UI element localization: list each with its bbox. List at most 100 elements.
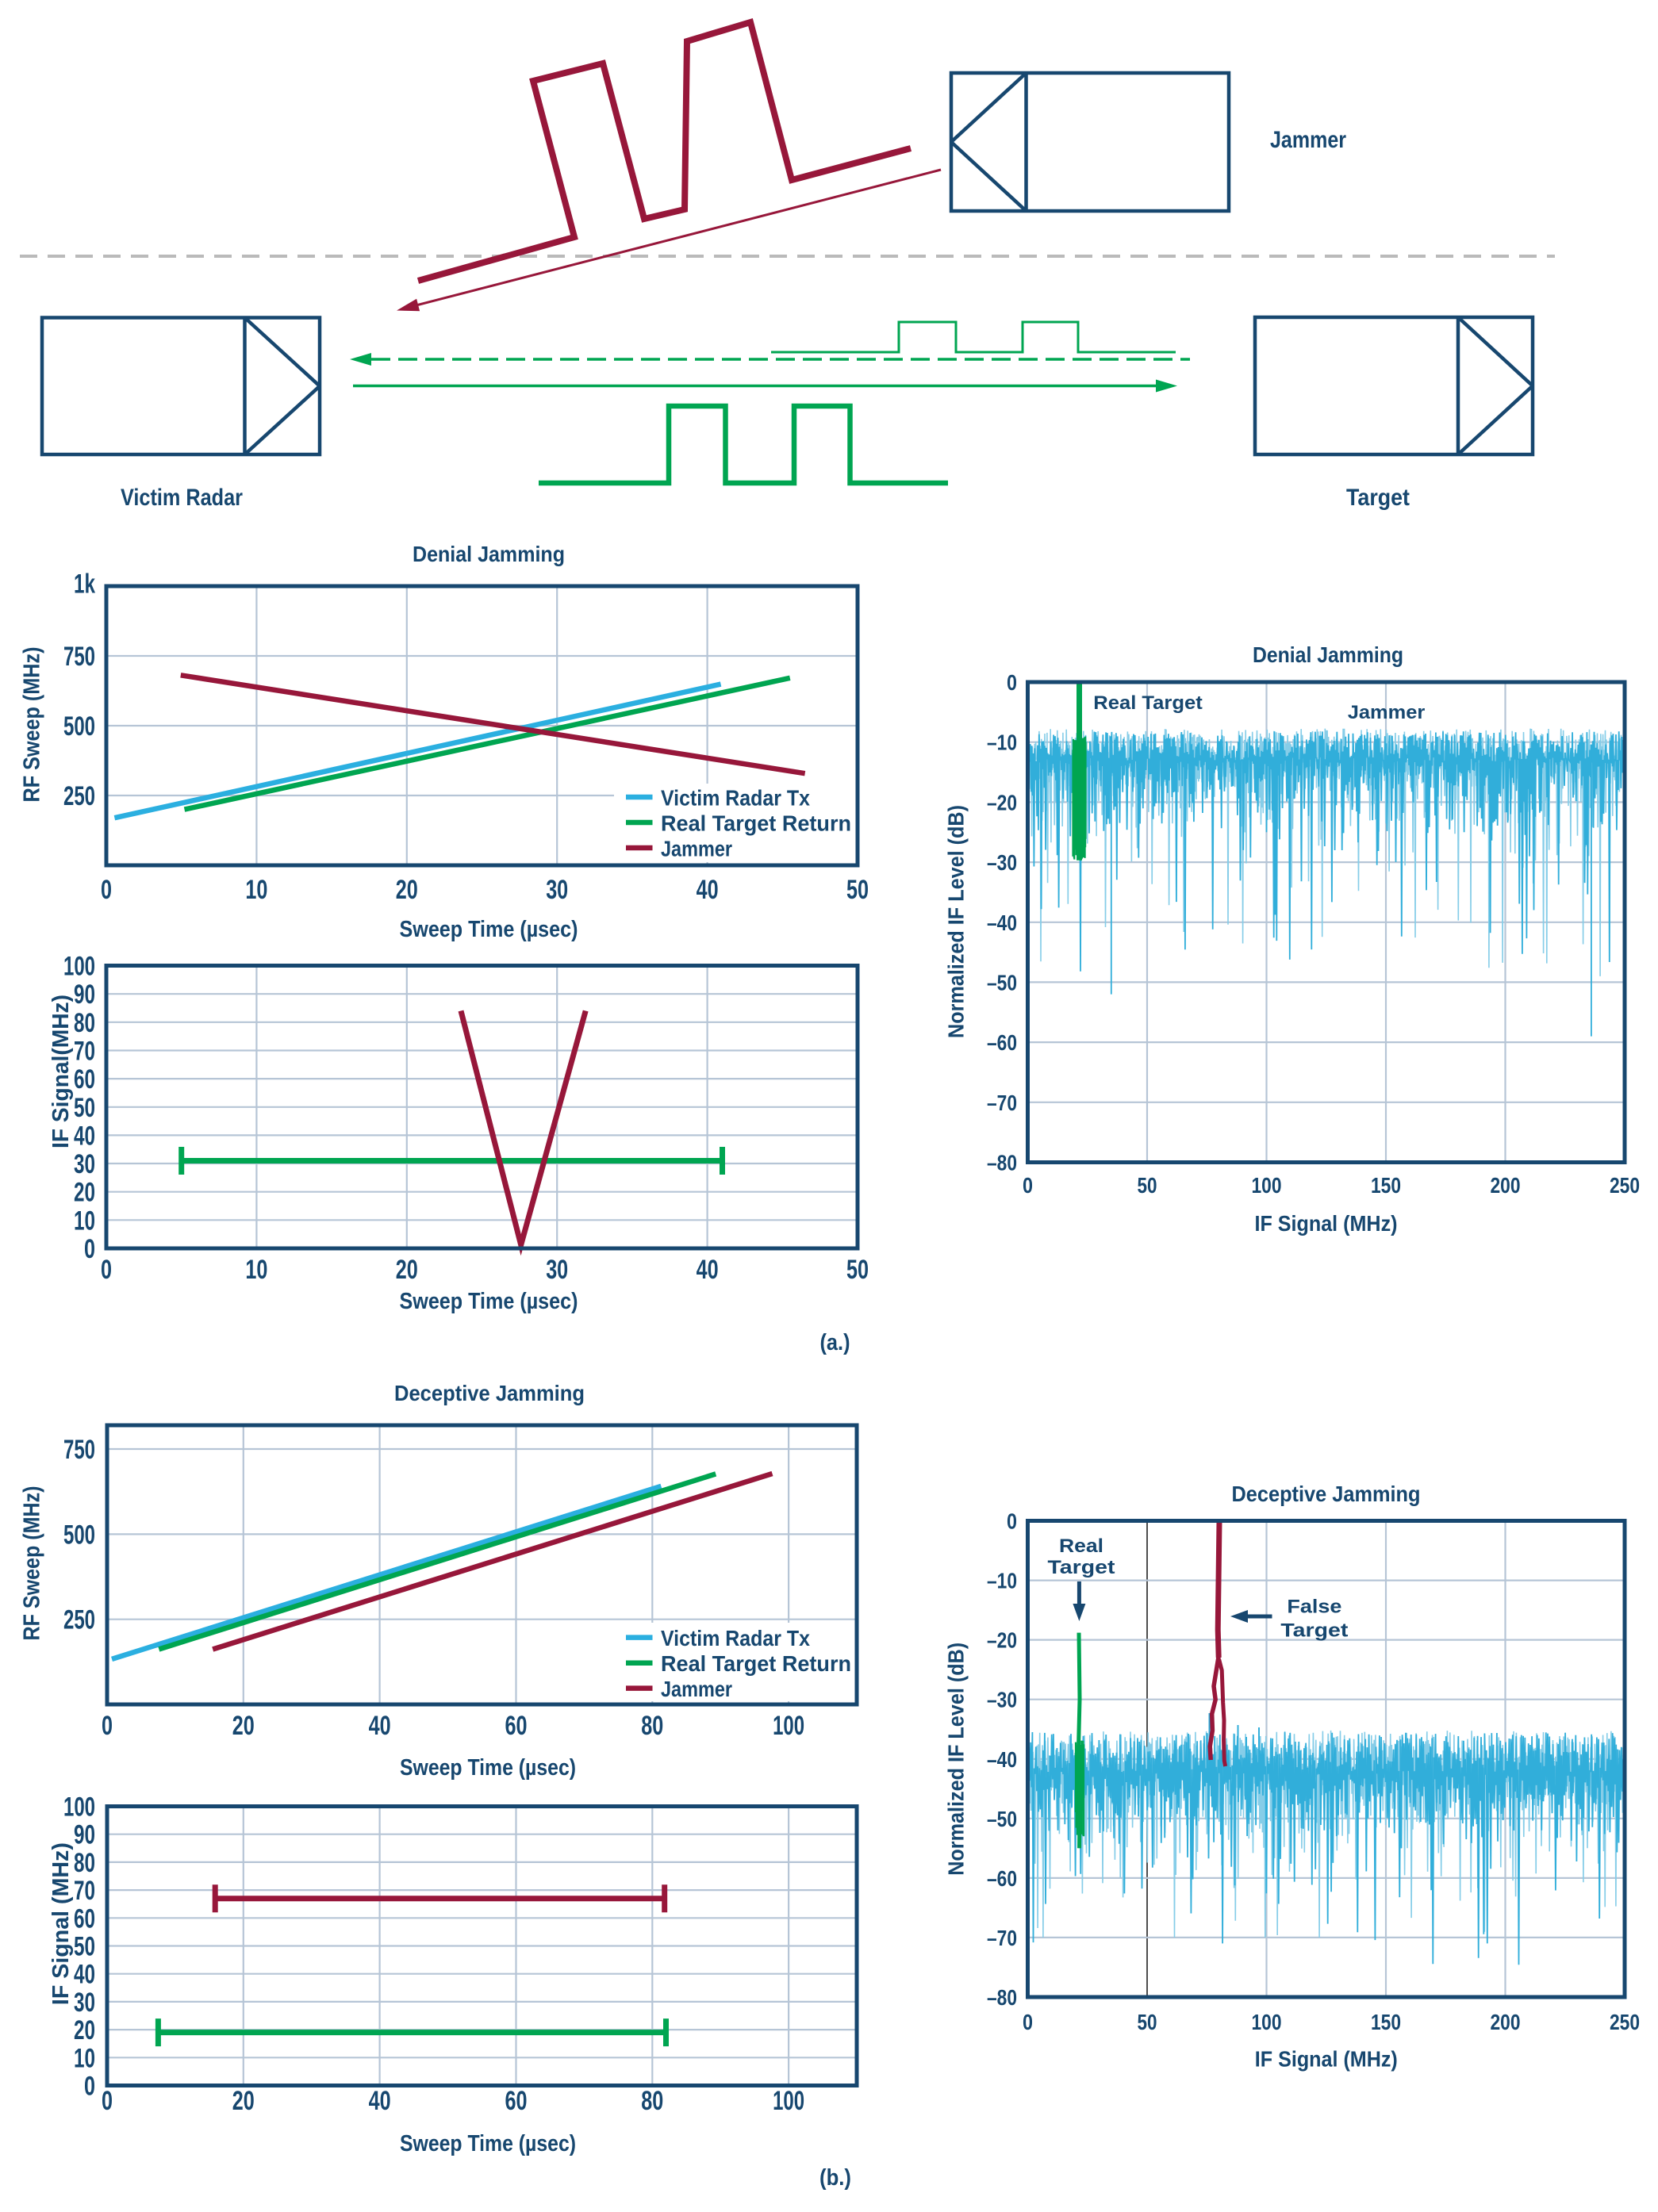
svg-text:30: 30 <box>74 1988 95 2018</box>
svg-text:150: 150 <box>1371 2010 1401 2034</box>
svg-text:False: False <box>1287 1597 1341 1618</box>
svg-text:0: 0 <box>102 1711 113 1741</box>
svg-text:IF Signal (MHz): IF Signal (MHz) <box>48 1842 74 2005</box>
svg-text:–10: –10 <box>987 1569 1017 1593</box>
svg-text:Real Target: Real Target <box>1093 692 1203 714</box>
svg-text:250: 250 <box>1610 1173 1640 1198</box>
svg-text:40: 40 <box>74 1121 95 1151</box>
svg-text:100: 100 <box>63 1792 95 1823</box>
svg-text:0: 0 <box>1023 2010 1033 2034</box>
svg-text:Victim Radar Tx: Victim Radar Tx <box>661 1626 810 1650</box>
svg-text:IF Signal(MHz): IF Signal(MHz) <box>48 995 74 1148</box>
svg-text:0: 0 <box>84 1234 95 1264</box>
svg-text:30: 30 <box>546 875 568 905</box>
svg-text:40: 40 <box>697 1255 719 1285</box>
svg-text:0: 0 <box>1007 1509 1017 1534</box>
svg-text:80: 80 <box>74 1848 95 1878</box>
svg-text:Normalized IF Level (dB): Normalized IF Level (dB) <box>944 1643 969 1876</box>
svg-text:50: 50 <box>74 1932 95 1962</box>
svg-text:Target: Target <box>1048 1557 1115 1578</box>
svg-text:–20: –20 <box>987 790 1017 815</box>
svg-text:70: 70 <box>74 1876 95 1906</box>
svg-text:90: 90 <box>74 1820 95 1850</box>
svg-text:–40: –40 <box>987 1747 1017 1772</box>
svg-text:750: 750 <box>63 1435 95 1465</box>
svg-text:200: 200 <box>1491 1173 1521 1198</box>
svg-text:20: 20 <box>74 2015 95 2045</box>
svg-text:IF Signal (MHz): IF Signal (MHz) <box>1255 1211 1398 1236</box>
svg-text:50: 50 <box>846 1255 869 1285</box>
svg-text:500: 500 <box>63 1520 95 1550</box>
svg-text:50: 50 <box>846 875 869 905</box>
svg-text:90: 90 <box>74 979 95 1010</box>
svg-text:60: 60 <box>505 2086 528 2116</box>
svg-text:Jammer: Jammer <box>661 837 732 861</box>
svg-text:Real: Real <box>1059 1535 1103 1557</box>
svg-text:–50: –50 <box>987 970 1017 995</box>
svg-text:0: 0 <box>84 2072 95 2102</box>
svg-text:Sweep Time (µsec): Sweep Time (µsec) <box>400 917 578 942</box>
svg-text:Deceptive Jamming: Deceptive Jamming <box>394 1381 585 1405</box>
svg-text:20: 20 <box>74 1178 95 1208</box>
svg-text:IF Signal (MHz): IF Signal (MHz) <box>1255 2047 1398 2072</box>
svg-text:500: 500 <box>63 711 95 742</box>
svg-text:20: 20 <box>396 1255 418 1285</box>
svg-text:100: 100 <box>773 1711 804 1741</box>
svg-text:Jammer: Jammer <box>1270 127 1346 153</box>
svg-text:0: 0 <box>101 875 112 905</box>
svg-text:–30: –30 <box>987 850 1017 875</box>
svg-text:–80: –80 <box>987 1151 1017 1175</box>
svg-text:40: 40 <box>74 1960 95 1990</box>
svg-text:0: 0 <box>101 1255 112 1285</box>
svg-text:Jammer: Jammer <box>661 1677 732 1701</box>
svg-text:50: 50 <box>74 1093 95 1123</box>
svg-text:250: 250 <box>63 1605 95 1635</box>
svg-text:Deceptive Jamming: Deceptive Jamming <box>1232 1482 1421 1506</box>
svg-text:60: 60 <box>74 1903 95 1934</box>
svg-text:Real Target Return: Real Target Return <box>661 1651 851 1676</box>
svg-text:Sweep Time (µsec): Sweep Time (µsec) <box>400 1755 576 1781</box>
svg-text:Sweep Time (µsec): Sweep Time (µsec) <box>400 2131 576 2156</box>
svg-text:100: 100 <box>63 952 95 982</box>
svg-text:0: 0 <box>1023 1173 1033 1198</box>
svg-text:–60: –60 <box>987 1030 1017 1055</box>
svg-text:(a.): (a.) <box>820 1330 850 1355</box>
svg-text:10: 10 <box>245 875 267 905</box>
svg-text:Sweep Time (µsec): Sweep Time (µsec) <box>400 1289 578 1314</box>
svg-text:50: 50 <box>1138 2010 1157 2034</box>
svg-text:Normalized IF Level (dB): Normalized IF Level (dB) <box>944 805 969 1038</box>
svg-text:–10: –10 <box>987 730 1017 755</box>
svg-text:Target: Target <box>1280 1620 1348 1642</box>
svg-text:40: 40 <box>697 875 719 905</box>
svg-text:Denial Jamming: Denial Jamming <box>413 542 565 566</box>
svg-text:Jammer: Jammer <box>1348 702 1426 723</box>
svg-text:–50: –50 <box>987 1807 1017 1831</box>
svg-text:10: 10 <box>245 1255 267 1285</box>
svg-text:(b.): (b.) <box>819 2165 851 2191</box>
svg-text:150: 150 <box>1371 1173 1401 1198</box>
svg-text:1k: 1k <box>74 569 95 600</box>
svg-text:70: 70 <box>74 1037 95 1067</box>
svg-text:–60: –60 <box>987 1866 1017 1891</box>
svg-text:30: 30 <box>546 1255 568 1285</box>
svg-text:80: 80 <box>641 1711 663 1741</box>
svg-text:100: 100 <box>1252 1173 1282 1198</box>
svg-text:10: 10 <box>74 1206 95 1236</box>
svg-text:750: 750 <box>63 642 95 672</box>
svg-text:Victim Radar Tx: Victim Radar Tx <box>661 786 810 811</box>
svg-text:Denial Jamming: Denial Jamming <box>1253 642 1403 667</box>
svg-text:0: 0 <box>102 2086 113 2116</box>
svg-text:–40: –40 <box>987 910 1017 935</box>
svg-text:50: 50 <box>1138 1173 1157 1198</box>
svg-text:RF Sweep (MHz): RF Sweep (MHz) <box>20 647 45 803</box>
svg-text:100: 100 <box>773 2086 804 2116</box>
svg-text:10: 10 <box>74 2043 95 2073</box>
svg-text:250: 250 <box>1610 2010 1640 2034</box>
svg-text:60: 60 <box>74 1064 95 1094</box>
svg-text:–80: –80 <box>987 1985 1017 2010</box>
svg-text:250: 250 <box>63 781 95 811</box>
svg-text:100: 100 <box>1252 2010 1282 2034</box>
svg-text:60: 60 <box>505 1711 528 1741</box>
svg-text:40: 40 <box>369 2086 391 2116</box>
svg-text:200: 200 <box>1491 2010 1521 2034</box>
